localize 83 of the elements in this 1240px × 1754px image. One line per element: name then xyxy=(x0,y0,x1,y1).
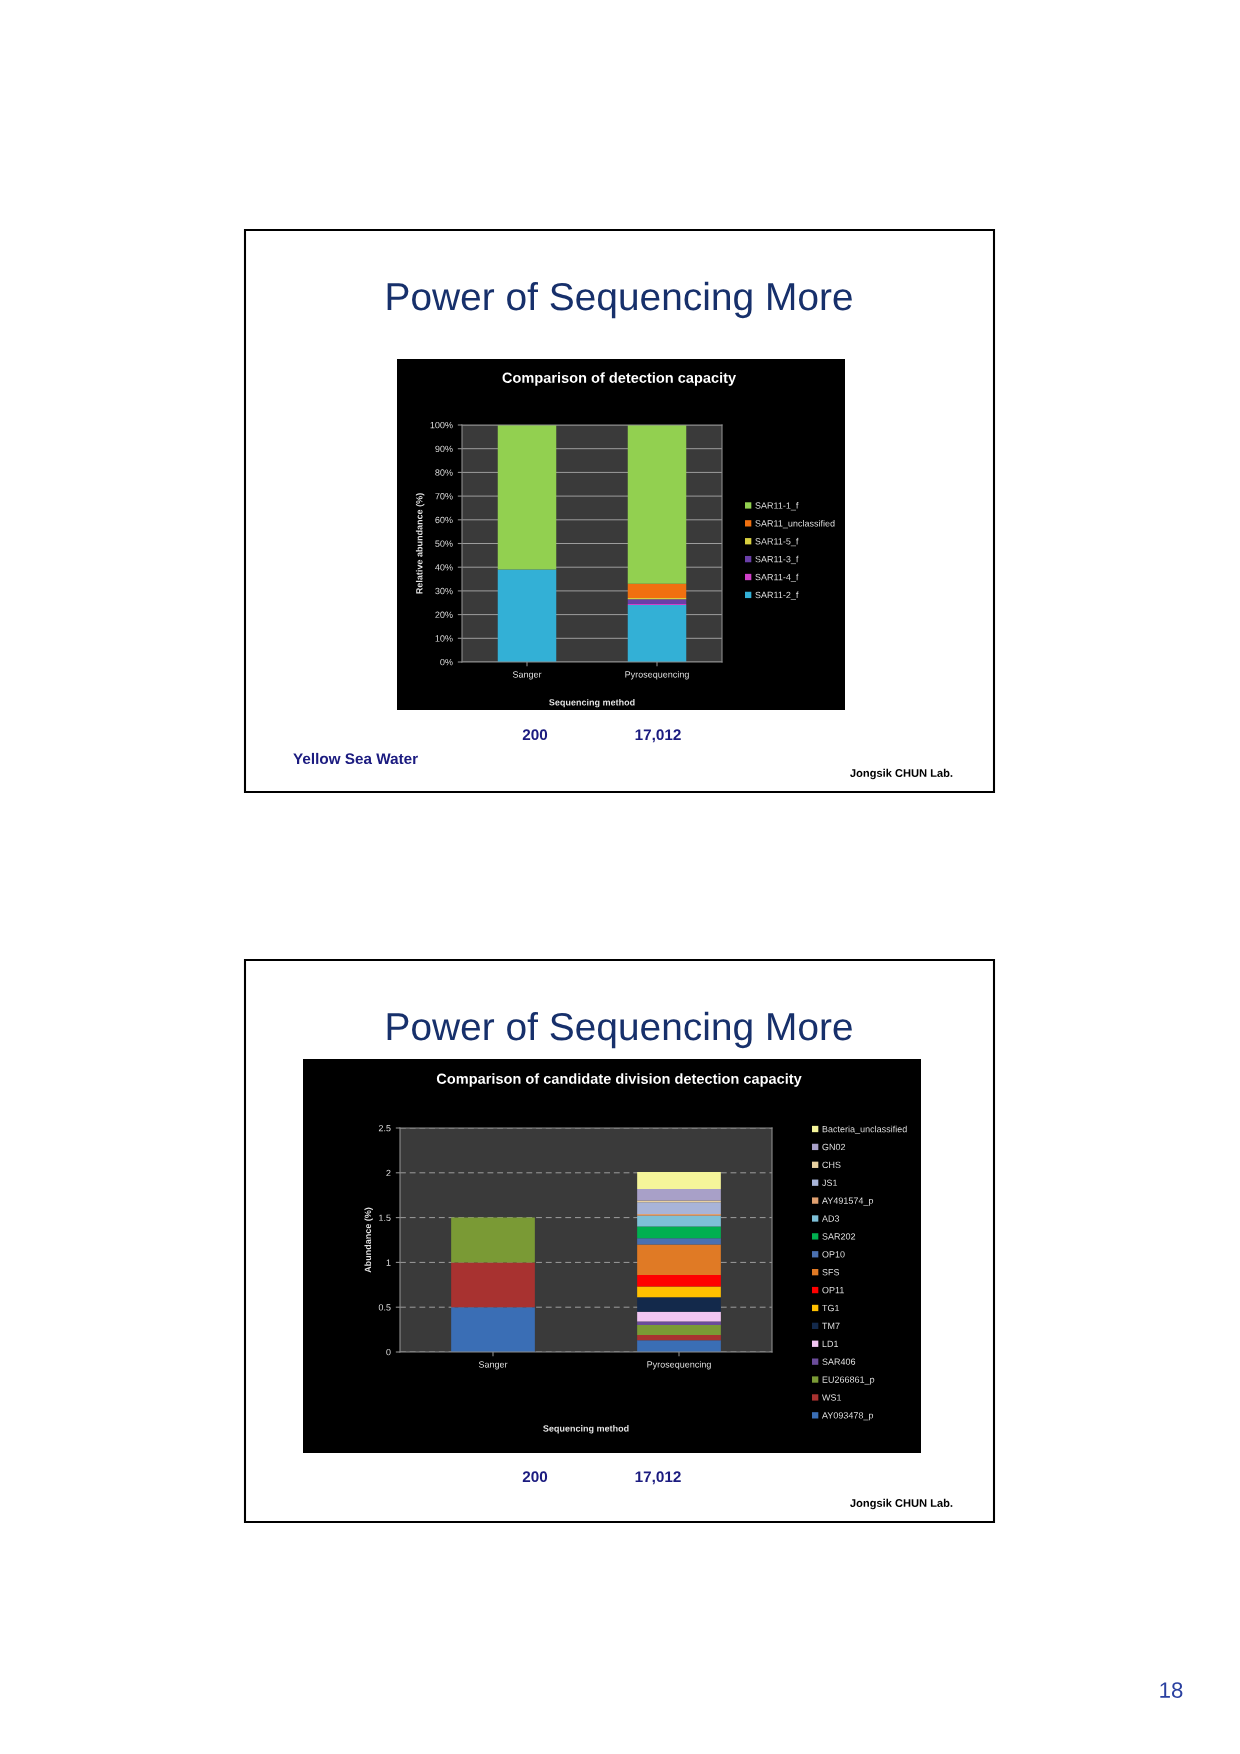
bar xyxy=(497,425,557,570)
y-axis-title: Abundance (%) xyxy=(364,1207,373,1273)
legend-label: OP11 xyxy=(822,1286,844,1294)
bar xyxy=(627,583,687,599)
legend-label: OP10 xyxy=(822,1251,845,1258)
bar xyxy=(637,1334,721,1341)
bar xyxy=(637,1226,721,1239)
bar xyxy=(637,1188,721,1201)
x-tick-label: Pyrosequencing xyxy=(647,1361,711,1370)
legend-label: LD1 xyxy=(822,1340,839,1347)
x-tick-label: Sanger xyxy=(478,1361,508,1370)
legend-label: WS1 xyxy=(821,1394,842,1401)
y-tick-label: 80% xyxy=(435,469,453,476)
legend-label: AY491574_p xyxy=(821,1197,874,1206)
legend-label: CHS xyxy=(822,1161,841,1169)
text: 17,012 xyxy=(635,1471,681,1485)
bar xyxy=(637,1215,721,1227)
legend-label: GN02 xyxy=(822,1143,846,1151)
text: Power of Sequencing More xyxy=(387,281,852,319)
bar xyxy=(637,1202,721,1215)
text: Yellow Sea Water xyxy=(293,752,418,765)
legend-label: SAR11-4_f xyxy=(755,573,799,582)
legend-label: TM7 xyxy=(822,1322,840,1330)
y-tick-label: 2 xyxy=(386,1169,391,1177)
text: 18 xyxy=(1160,1682,1183,1698)
y-tick-label: 1 xyxy=(386,1259,391,1266)
chart-title: Comparison of candidate division detection capacity xyxy=(436,1073,802,1087)
bar xyxy=(637,1238,721,1245)
y-tick-label: 1.5 xyxy=(379,1214,391,1221)
bar xyxy=(637,1244,721,1275)
bar xyxy=(451,1217,535,1263)
legend-label: SAR11-2_f xyxy=(755,591,799,600)
legend-label: AY093478_p xyxy=(821,1412,874,1421)
y-axis-title: Relative abundance (%) xyxy=(415,493,425,594)
y-tick-label: 20% xyxy=(435,611,453,618)
y-tick-label: 70% xyxy=(435,493,453,500)
legend-label: Bacteria_unclassified xyxy=(822,1125,907,1134)
bar xyxy=(637,1311,721,1322)
text: Jongsik CHUN Lab. xyxy=(850,1498,953,1510)
text: Jongsik CHUN Lab. xyxy=(850,768,953,780)
legend-label: TG1 xyxy=(822,1304,840,1312)
chart-title: Comparison of detection capacity xyxy=(502,372,737,386)
bar xyxy=(637,1325,721,1335)
legend-label: SAR202 xyxy=(822,1233,856,1240)
bar xyxy=(451,1307,535,1352)
y-tick-label: 50% xyxy=(435,540,453,547)
y-tick-label: 10% xyxy=(435,635,453,642)
y-tick-label: 90% xyxy=(435,445,453,453)
legend-label: SAR11_unclassified xyxy=(755,519,835,529)
bar xyxy=(637,1340,721,1352)
y-tick-label: 0% xyxy=(440,658,453,666)
y-tick-label: 0 xyxy=(386,1348,391,1356)
legend-label: SAR11-1_f xyxy=(755,502,799,511)
y-tick-label: 100% xyxy=(430,421,453,429)
x-tick-label: Sanger xyxy=(512,671,542,680)
legend-label: AD3 xyxy=(821,1215,840,1222)
text: Power of Sequencing More xyxy=(387,1011,852,1049)
legend-label: SAR11-3_f xyxy=(755,555,799,565)
y-tick-label: 2.5 xyxy=(378,1124,391,1132)
text: 200 xyxy=(522,729,548,741)
legend-label: SAR11-5_f xyxy=(755,537,799,547)
text: 17,012 xyxy=(635,729,681,743)
legend-label: EU266861_p xyxy=(822,1376,875,1385)
x-axis-title: Sequencing method xyxy=(543,1425,629,1434)
y-tick-label: 30% xyxy=(435,587,453,595)
legend-label: SAR406 xyxy=(822,1358,856,1365)
bar xyxy=(497,569,557,662)
legend-label: JS1 xyxy=(822,1179,838,1186)
bar xyxy=(627,599,687,604)
bar xyxy=(627,605,687,662)
bar xyxy=(627,425,687,584)
x-axis-title: Sequencing method xyxy=(549,698,635,708)
text: 200 xyxy=(522,1471,548,1483)
bar xyxy=(637,1171,721,1189)
bar xyxy=(637,1297,721,1312)
bar xyxy=(637,1286,721,1298)
bar xyxy=(637,1274,721,1287)
bar xyxy=(451,1262,535,1308)
y-tick-label: 40% xyxy=(435,564,453,571)
y-tick-label: 60% xyxy=(435,516,453,524)
y-tick-label: 0.5 xyxy=(378,1304,391,1311)
x-tick-label: Pyrosequencing xyxy=(625,671,689,680)
legend-label: SFS xyxy=(822,1269,840,1276)
